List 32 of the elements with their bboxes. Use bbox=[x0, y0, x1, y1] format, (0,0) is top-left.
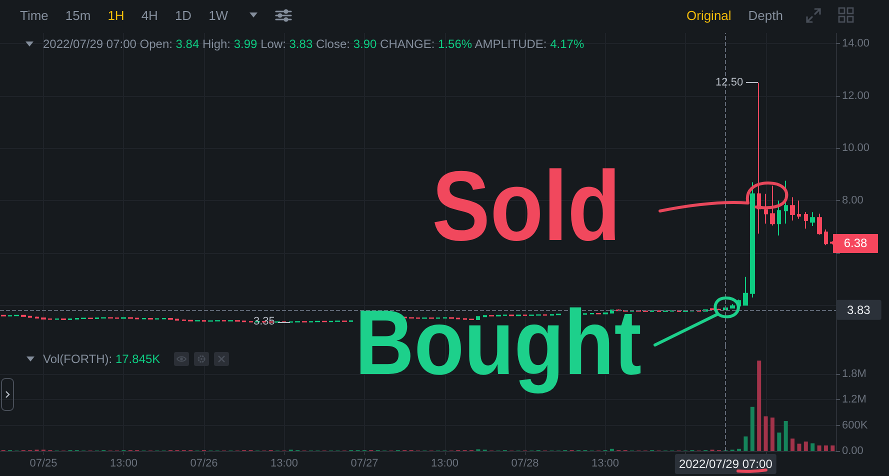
text: 4H bbox=[141, 8, 158, 22]
x-tick-label: 07/26 bbox=[190, 458, 218, 470]
y-tick-label: 1.2M bbox=[842, 394, 866, 406]
text: 15m bbox=[65, 8, 91, 22]
y-tick-label: 12.00 bbox=[842, 90, 870, 102]
y-tick-label: 8.00 bbox=[842, 194, 864, 207]
text: Depth bbox=[748, 8, 783, 22]
y-tick-label: 1.8M bbox=[842, 368, 866, 380]
text: 1H bbox=[108, 8, 124, 22]
y-tick-label: 0.00 bbox=[842, 445, 864, 457]
text: Original bbox=[686, 8, 732, 22]
x-tick-label: 07/25 bbox=[30, 458, 58, 470]
annotation: Sold bbox=[432, 150, 621, 262]
x-tick-label: 13:00 bbox=[270, 458, 298, 470]
annotation: 6.38 bbox=[833, 234, 878, 253]
ref-line-label: 3.83 bbox=[847, 302, 871, 317]
y-tick-label: 10.00 bbox=[842, 142, 870, 154]
ref-line-label: 2022/07/29 07:00 bbox=[678, 457, 773, 471]
text: 2022/07/29 07:00 Open: 3.84 High: 3.99 Low: 3.83 Close: 3.90 CHANGE: 1.56% AMPLITUDE: 4.17% bbox=[43, 37, 584, 51]
x-tick-label: 13:00 bbox=[592, 458, 620, 470]
annotation: Bought bbox=[355, 292, 642, 394]
annotation: 12.50 bbox=[716, 76, 744, 90]
y-tick-label: 14.00 bbox=[842, 37, 870, 50]
x-tick-label: 13:00 bbox=[110, 458, 138, 470]
text: 1W bbox=[208, 8, 228, 22]
text: 1D bbox=[174, 8, 192, 22]
x-tick-label: 07/27 bbox=[350, 458, 378, 470]
y-tick-label: 600K bbox=[842, 419, 868, 432]
x-tick-label: 07/28 bbox=[511, 458, 539, 470]
annotation: Vol(FORTH): 17.845K bbox=[43, 352, 160, 366]
x-tick-label: 13:00 bbox=[430, 458, 459, 470]
text: Time bbox=[20, 8, 48, 22]
